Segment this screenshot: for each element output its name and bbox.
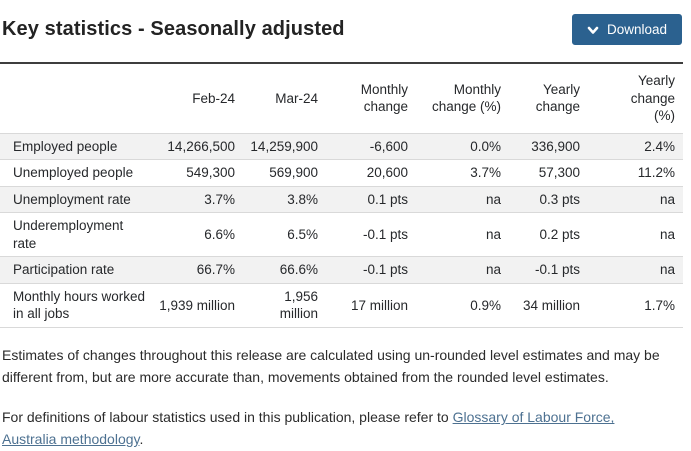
cell-value: 3.7% — [470, 165, 501, 181]
column-header-yearly-change-pct: Yearly change (%) — [630, 73, 675, 124]
cell-value: na — [659, 227, 675, 243]
cell-value: na — [659, 262, 675, 278]
key-statistics-table: Feb-24 Mar-24 Monthly change Monthly cha… — [0, 62, 683, 328]
footnotes: Estimates of changes throughout this rel… — [0, 328, 691, 451]
glossary-methodology-link[interactable]: Glossary of Labour Force, Australia meth… — [2, 409, 615, 448]
column-header-feb24: Feb-24 — [192, 90, 235, 106]
cell-value: 0.1 pts — [367, 191, 408, 207]
cell-value: 1,956 million — [279, 288, 318, 322]
cell-value: -0.1 pts — [534, 262, 580, 278]
table-row-participation-rate: Participation rate 66.7% 66.6% -0.1 pts … — [0, 256, 683, 284]
download-button[interactable]: Download — [571, 14, 682, 45]
cell-value: -0.1 pts — [362, 262, 408, 278]
cell-value: 2.4% — [644, 138, 675, 154]
table-row-employed-people: Employed people 14,266,500 14,259,900 -6… — [0, 133, 683, 160]
cell-value: 14,266,500 — [167, 138, 235, 154]
note-definitions-period: . — [139, 431, 144, 448]
cell-value: 0.9% — [470, 297, 501, 313]
cell-value: 1,939 million — [159, 297, 235, 313]
cell-value: na — [485, 227, 501, 243]
note-unrounded-estimates: Estimates of changes throughout this rel… — [2, 347, 660, 385]
column-header-monthly-change-pct: Monthly change (%) — [431, 81, 501, 115]
table-row-monthly-hours-worked: Monthly hours worked in all jobs 1,939 m… — [0, 283, 683, 328]
table-row-unemployed-people: Unemployed people 549,300 569,900 20,600… — [0, 159, 683, 187]
cell-value: 0.2 pts — [539, 227, 580, 243]
row-label: Underemployment rate — [13, 218, 124, 251]
cell-value: 549,300 — [186, 165, 235, 181]
cell-value: na — [485, 191, 501, 207]
cell-value: 336,900 — [531, 138, 580, 154]
column-header-monthly-change: Monthly change — [360, 81, 408, 115]
cell-value: 66.7% — [196, 262, 235, 278]
cell-value: -0.1 pts — [362, 227, 408, 243]
page-title: Key statistics - Seasonally adjusted — [2, 18, 345, 40]
cell-value: 3.8% — [287, 191, 318, 207]
cell-value: 11.2% — [637, 165, 675, 181]
cell-value: 6.6% — [204, 227, 235, 243]
column-header-label — [0, 63, 158, 133]
cell-value: 17 million — [350, 297, 408, 313]
cell-value: 569,900 — [269, 165, 318, 181]
panel-header: Key statistics - Seasonally adjusted Dow… — [0, 0, 691, 45]
cell-value: 3.7% — [204, 191, 235, 207]
cell-value: 0.3 pts — [539, 191, 580, 207]
row-label: Participation rate — [13, 262, 115, 278]
cell-value: 14,259,900 — [250, 138, 318, 154]
row-label: Unemployment rate — [13, 191, 131, 207]
cell-value: 6.5% — [287, 227, 318, 243]
cell-value: 1.7% — [644, 297, 675, 313]
row-label: Monthly hours worked in all jobs — [13, 288, 146, 322]
row-label: Unemployed people — [13, 165, 134, 181]
table-row-unemployment-rate: Unemployment rate 3.7% 3.8% 0.1 pts na 0… — [0, 186, 683, 213]
table-header-row: Feb-24 Mar-24 Monthly change Monthly cha… — [0, 63, 683, 133]
cell-value: 20,600 — [366, 165, 408, 181]
row-label: Employed people — [13, 138, 118, 154]
cell-value: 57,300 — [538, 165, 580, 181]
download-button-label: Download — [606, 22, 667, 37]
chevron-down-icon — [587, 24, 599, 36]
note-definitions-text: For definitions of labour statistics use… — [2, 409, 453, 426]
column-header-mar24: Mar-24 — [275, 90, 318, 106]
table-row-underemployment-rate: Underemployment rate 6.6% 6.5% -0.1 pts … — [0, 212, 683, 257]
cell-value: na — [659, 191, 675, 207]
cell-value: na — [485, 262, 501, 278]
cell-value: 0.0% — [470, 138, 501, 154]
cell-value: -6,600 — [369, 138, 408, 154]
cell-value: 66.6% — [279, 262, 318, 278]
note-definitions: For definitions of labour statistics use… — [2, 407, 667, 450]
column-header-yearly-change: Yearly change — [535, 81, 580, 115]
cell-value: 34 million — [522, 297, 580, 313]
